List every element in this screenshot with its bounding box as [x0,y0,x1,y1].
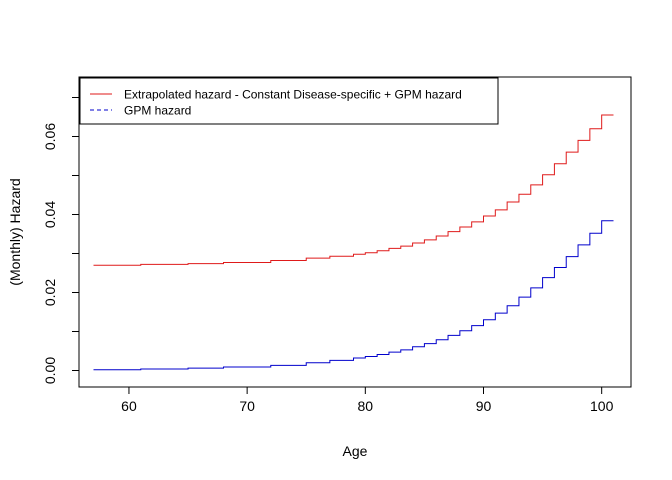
x-tick-label: 90 [476,398,492,414]
legend: Extrapolated hazard - Constant Disease-s… [79,77,499,125]
series-layer [93,114,614,371]
y-axis-label: (Monthly) Hazard [7,178,23,285]
y-tick-label: 0.04 [42,201,58,228]
y-axis: 0.00 0.02 0.04 0.06 [42,97,80,384]
x-tick-label: 60 [121,398,137,414]
y-tick-label: 0.00 [42,357,58,384]
series-line-0 [93,114,614,266]
x-axis-label: Age [343,443,368,459]
y-tick-label: 0.06 [42,123,58,150]
series-line-1 [93,220,614,371]
x-axis: 60 70 80 90 100 [121,386,614,414]
x-tick-label: 80 [358,398,374,414]
x-tick-label: 70 [239,398,255,414]
y-tick-label: 0.02 [42,279,58,306]
legend-box [79,77,499,125]
legend-label-gpm: GPM hazard [124,104,191,118]
legend-label-extrapolated: Extrapolated hazard - Constant Disease-s… [124,88,462,102]
x-tick-label: 100 [590,398,614,414]
